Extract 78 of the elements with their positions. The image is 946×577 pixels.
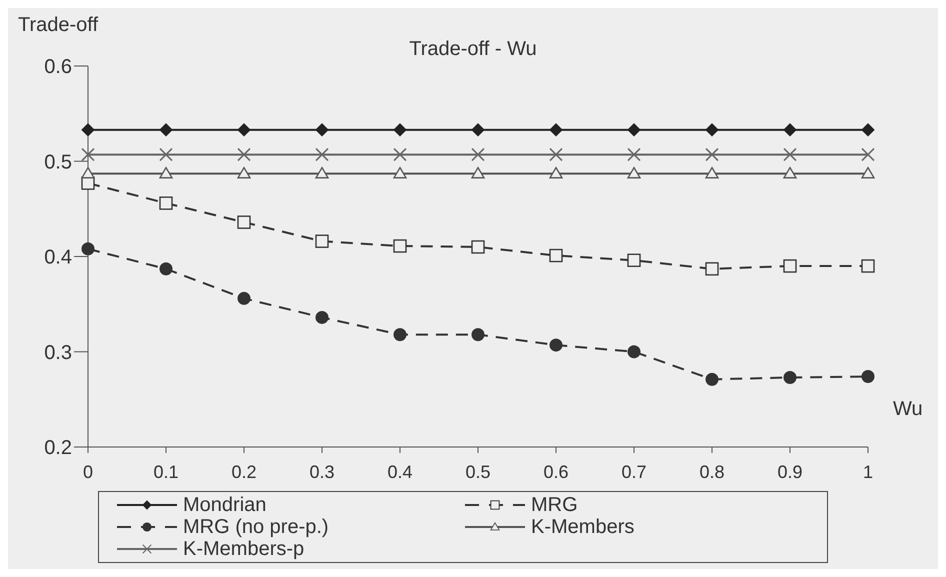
point bbox=[783, 166, 797, 178]
point bbox=[159, 148, 173, 162]
point bbox=[471, 240, 485, 254]
point bbox=[862, 123, 874, 136]
x-tick-label: 0.4 bbox=[387, 462, 413, 482]
x-tick-label: 0.6 bbox=[543, 462, 569, 482]
point bbox=[238, 123, 250, 136]
point bbox=[81, 148, 95, 162]
x-tick-label: 0.9 bbox=[777, 462, 803, 482]
x-tick-label: 0.8 bbox=[699, 462, 725, 482]
point bbox=[472, 328, 484, 342]
point bbox=[393, 166, 407, 178]
point bbox=[81, 166, 95, 178]
point bbox=[160, 262, 172, 276]
y-tick-label: 0.6 bbox=[44, 56, 72, 78]
x-tick-label: 0.3 bbox=[309, 462, 335, 482]
x-tick-label: 0.1 bbox=[153, 462, 179, 482]
y-axis-title: Trade-off bbox=[18, 14, 98, 37]
x-axis-title: Wu bbox=[893, 398, 923, 421]
y-tick-label: 0.2 bbox=[44, 437, 72, 460]
point bbox=[315, 234, 329, 248]
point bbox=[784, 370, 796, 384]
point bbox=[705, 148, 719, 162]
point bbox=[160, 123, 172, 136]
point bbox=[238, 292, 250, 305]
legend-label: Mondrian bbox=[183, 494, 266, 516]
point bbox=[471, 166, 485, 178]
x-tick-label: 1 bbox=[862, 462, 874, 482]
x-tick-label: 0.5 bbox=[465, 462, 491, 482]
point bbox=[550, 338, 562, 352]
legend-label: MRG (no pre-p.) bbox=[183, 516, 329, 538]
y-tick-label: 0.4 bbox=[44, 246, 72, 269]
x-tick-label: 0.7 bbox=[621, 462, 647, 482]
point bbox=[237, 166, 251, 178]
point bbox=[316, 123, 328, 136]
point bbox=[315, 166, 329, 178]
legend-label: MRG bbox=[531, 494, 578, 516]
point bbox=[315, 148, 329, 162]
point bbox=[861, 148, 875, 162]
point bbox=[862, 370, 874, 384]
y-tick-label: 0.3 bbox=[44, 342, 72, 364]
point bbox=[549, 248, 563, 262]
point bbox=[861, 166, 875, 178]
point bbox=[706, 123, 718, 136]
point bbox=[237, 148, 251, 162]
point bbox=[627, 166, 641, 178]
point bbox=[549, 166, 563, 178]
point bbox=[628, 123, 640, 136]
point bbox=[550, 123, 562, 136]
point bbox=[627, 148, 641, 162]
y-tick-label: 0.5 bbox=[44, 151, 72, 174]
point bbox=[316, 310, 328, 324]
point bbox=[705, 166, 719, 178]
point bbox=[705, 262, 719, 276]
point bbox=[627, 254, 641, 267]
point bbox=[394, 123, 406, 136]
point bbox=[783, 148, 797, 162]
legend-label: K-Members-p bbox=[183, 538, 304, 560]
point bbox=[394, 328, 406, 342]
point bbox=[784, 123, 796, 136]
point bbox=[159, 196, 173, 210]
point bbox=[82, 123, 94, 136]
legend-label: K-Members bbox=[531, 516, 634, 538]
x-tick-label: 0.2 bbox=[231, 462, 257, 482]
x-tick-label: 0 bbox=[82, 462, 94, 482]
point bbox=[549, 148, 563, 162]
chart-title: Trade-off - Wu bbox=[409, 38, 537, 60]
point bbox=[861, 259, 875, 273]
point bbox=[393, 239, 407, 253]
point bbox=[628, 345, 640, 358]
point bbox=[237, 216, 251, 229]
point bbox=[706, 372, 718, 386]
point bbox=[82, 242, 94, 256]
point bbox=[471, 148, 485, 162]
point bbox=[472, 123, 484, 136]
point bbox=[783, 259, 797, 273]
point bbox=[159, 166, 173, 178]
point bbox=[393, 148, 407, 162]
